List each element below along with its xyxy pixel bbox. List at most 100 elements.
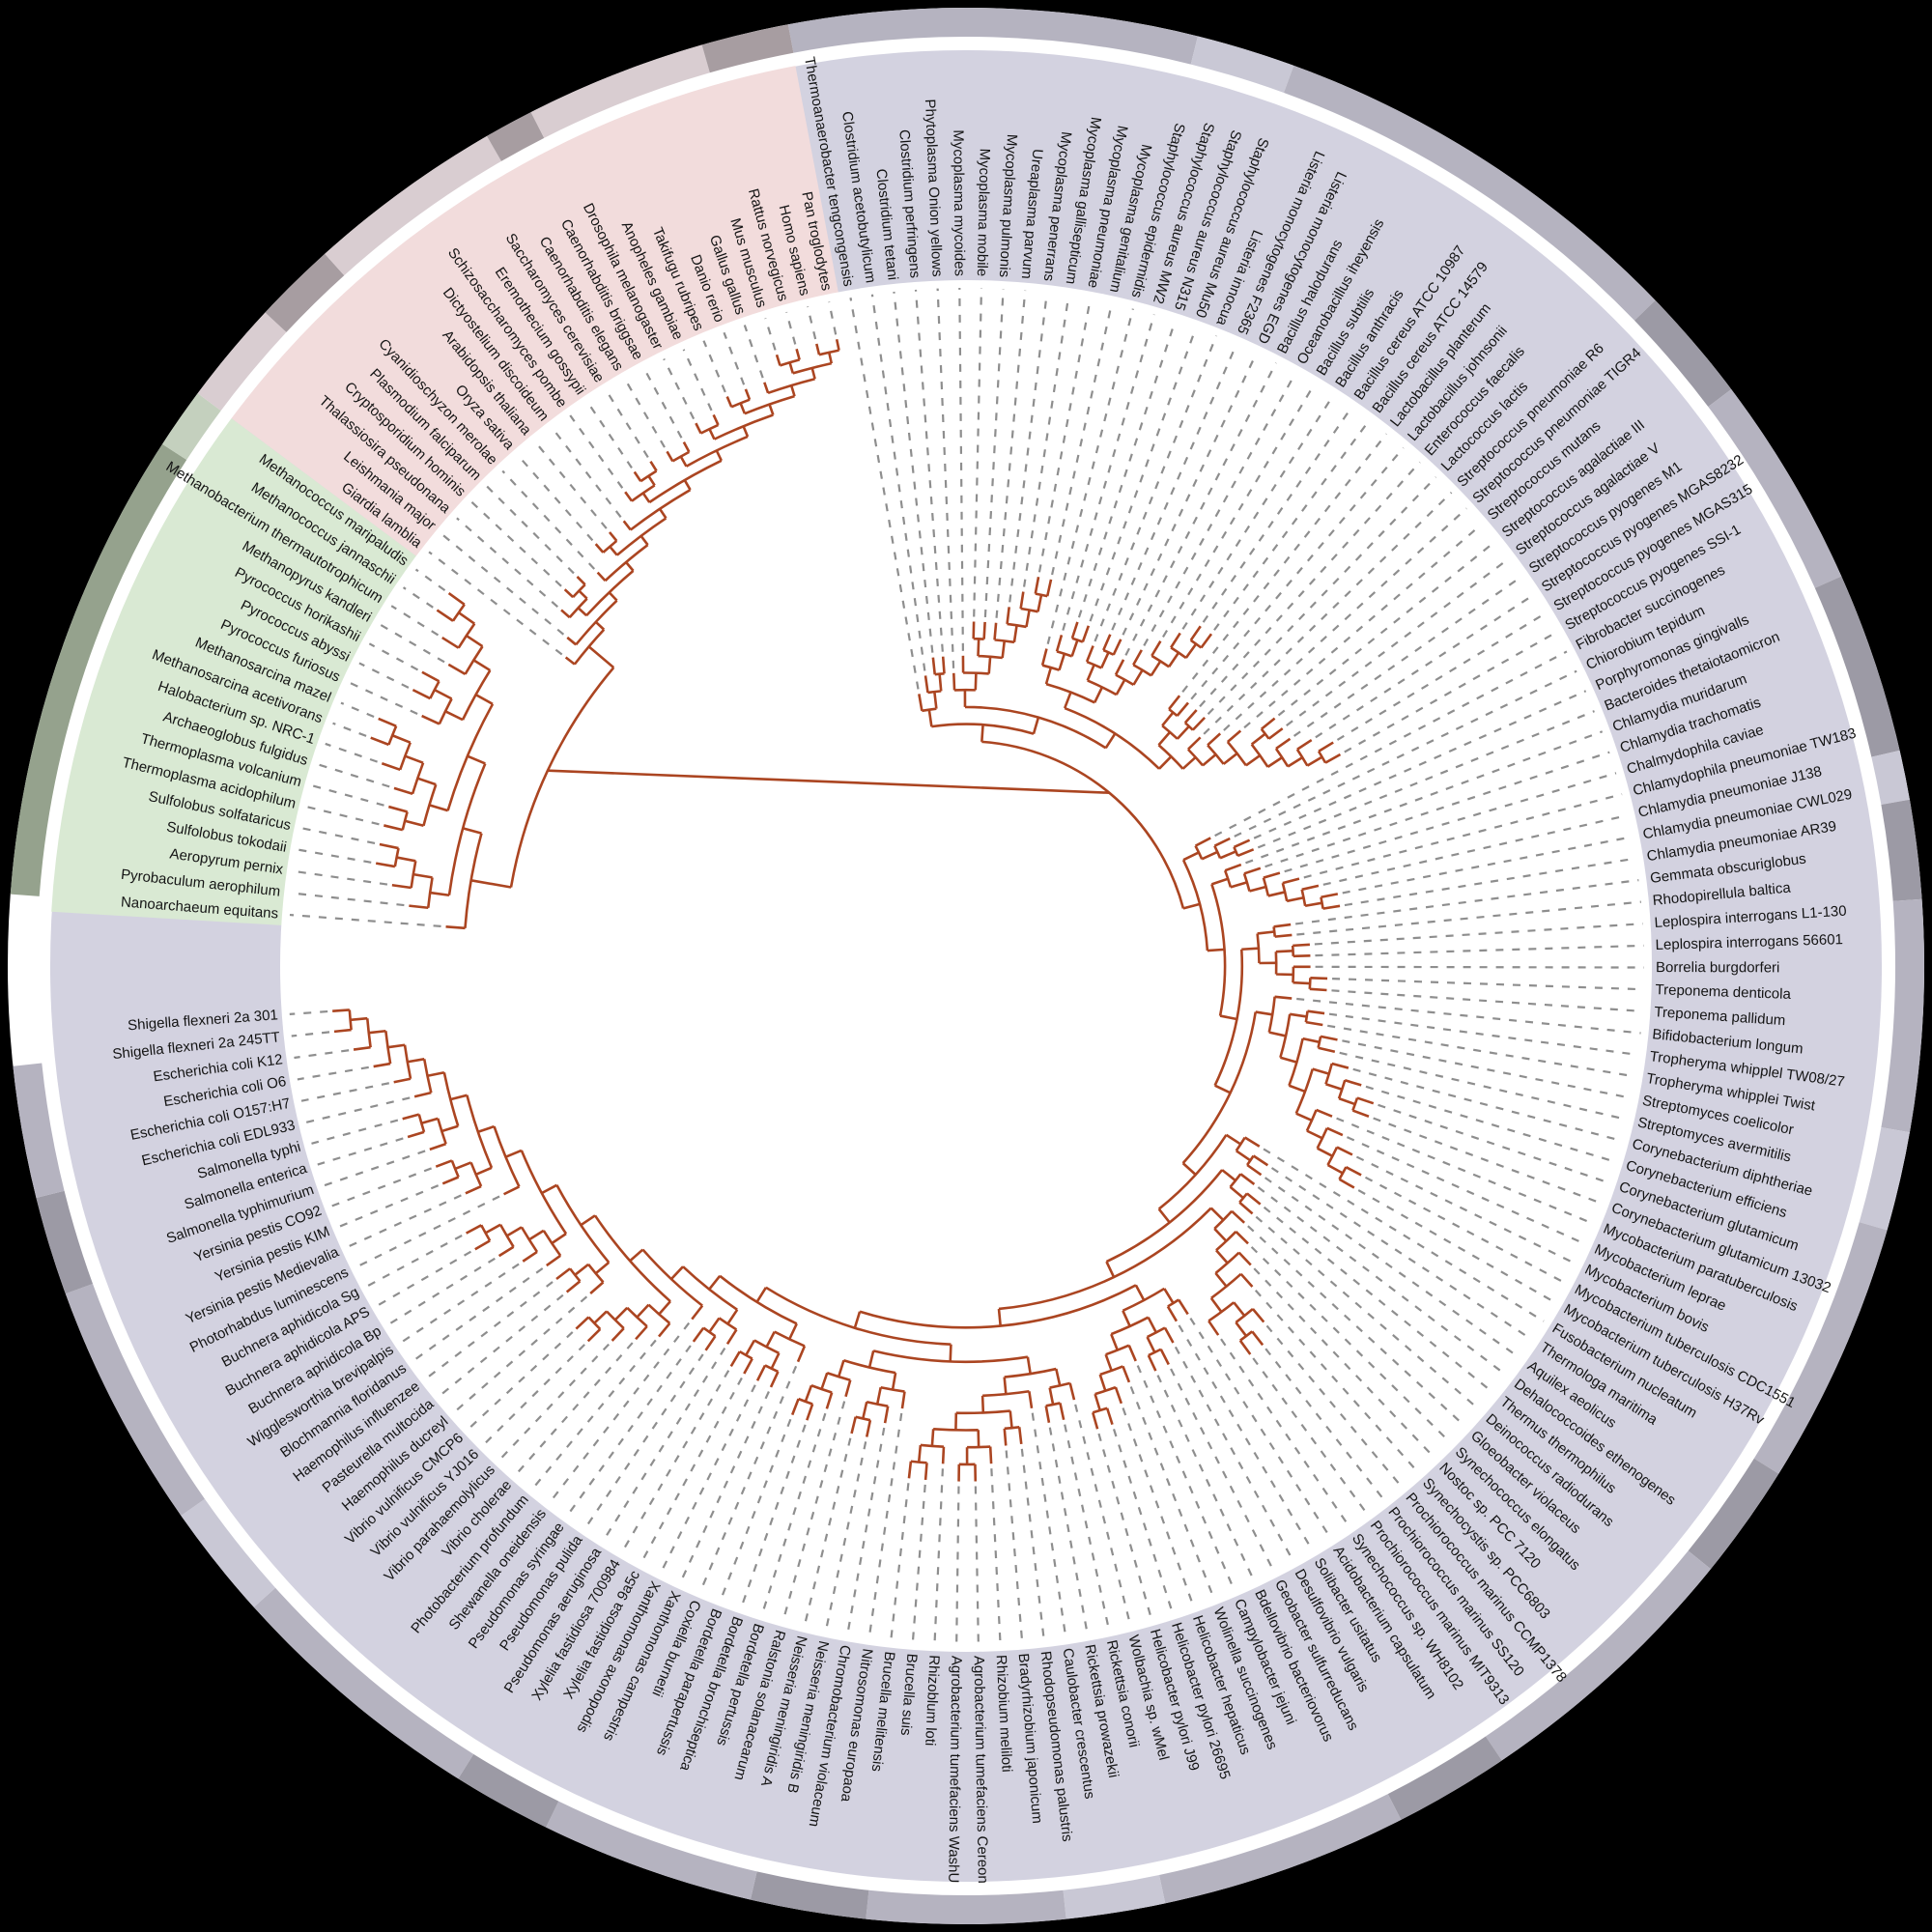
leaf-connector xyxy=(761,1412,827,1614)
outer-ring-segment xyxy=(1159,1794,1402,1904)
tree-branch xyxy=(504,1149,568,1245)
tree-branch xyxy=(564,620,606,666)
leaf-connector xyxy=(1031,1412,1067,1637)
tree-branch xyxy=(381,734,412,772)
tree-branch xyxy=(862,1400,890,1424)
leaf-connector xyxy=(1352,1067,1622,1142)
leaf-connector xyxy=(1245,730,1604,865)
tree-branch xyxy=(1214,1251,1252,1288)
leaf-connector xyxy=(958,288,964,651)
leaf-connector xyxy=(552,427,622,518)
leaf-connector xyxy=(339,1184,440,1228)
species-label: Brucella suis xyxy=(897,1653,921,1736)
leaf-connector xyxy=(1303,793,1623,879)
leaf-connector xyxy=(1347,1136,1585,1245)
leaf-connector xyxy=(1214,650,1568,838)
leaf-connector xyxy=(1277,540,1496,717)
leaf-connector xyxy=(501,469,596,570)
leaf-connector xyxy=(846,1427,886,1634)
leaf-connector xyxy=(402,586,434,609)
outer-ring-segment xyxy=(65,1284,205,1516)
outer-ring-segment xyxy=(866,1889,1066,1925)
leaf-connector xyxy=(470,500,562,587)
outer-ring-segment xyxy=(1387,1736,1502,1820)
tree-branch xyxy=(332,1009,353,1034)
tree-branch xyxy=(1316,1126,1344,1157)
leaf-connector xyxy=(499,1343,610,1461)
leaf-connector xyxy=(890,1483,910,1640)
leaf-connector xyxy=(340,701,375,718)
leaf-connector xyxy=(1037,298,1092,573)
tree-branch xyxy=(465,1224,492,1251)
tree-branch xyxy=(765,1330,807,1363)
leaf-connector xyxy=(1253,1267,1435,1459)
leaf-connector xyxy=(1111,343,1238,631)
leaf-connector xyxy=(1322,814,1628,886)
outer-ring-segment xyxy=(1063,1874,1166,1919)
tree-branch xyxy=(1292,965,1311,985)
leaf-connector xyxy=(1143,372,1296,646)
leaf-connector xyxy=(1332,977,1644,991)
leaf-connector xyxy=(1315,944,1644,957)
leaf-connector xyxy=(1263,1148,1545,1322)
outer-ring-segment xyxy=(1634,299,1732,408)
leaf-connector xyxy=(440,1293,564,1396)
outer-ring-segment xyxy=(1859,1127,1910,1231)
leaf-connector xyxy=(456,517,558,608)
tree-branch xyxy=(454,1161,483,1195)
leaf-connector xyxy=(1364,1176,1567,1285)
leaf-connector xyxy=(1365,1085,1616,1163)
outer-ring-segment xyxy=(162,393,221,461)
tree-branch xyxy=(1215,1231,1249,1264)
leaf-connector xyxy=(893,291,934,653)
leaf-connector xyxy=(348,1194,462,1248)
leaf-connector xyxy=(955,1486,960,1644)
leaf-connector xyxy=(1122,353,1258,636)
leaf-connector xyxy=(331,1167,432,1208)
tree-branch xyxy=(1157,731,1197,770)
leaf-connector xyxy=(911,1484,926,1642)
leaf-connector xyxy=(1199,461,1421,708)
tree-branch xyxy=(633,460,658,483)
leaf-connector xyxy=(682,349,713,412)
leaf-connector xyxy=(1077,320,1177,618)
leaf-connector xyxy=(699,1365,798,1591)
leaf-connector xyxy=(990,1468,1002,1644)
leaf-connector xyxy=(643,368,683,439)
tree-branch xyxy=(1351,1096,1375,1118)
outer-ring-segment xyxy=(36,1190,94,1294)
tree-branch xyxy=(930,1428,980,1448)
leaf-connector xyxy=(483,1344,585,1445)
leaf-connector xyxy=(515,1342,634,1475)
tree-branch xyxy=(1260,717,1284,740)
tree-branch xyxy=(775,348,801,367)
inner-disc xyxy=(280,280,1652,1652)
outer-ring-segment xyxy=(1753,1222,1888,1474)
species-label: Rhizobium meliloti xyxy=(993,1655,1015,1773)
tree-branch xyxy=(917,1443,946,1464)
tree-branch xyxy=(1055,635,1079,658)
leaf-connector xyxy=(389,1257,496,1325)
leaf-connector xyxy=(289,1009,328,1015)
leaf-connector xyxy=(1220,1338,1350,1527)
tree-branch xyxy=(577,561,635,617)
outer-ring-segment xyxy=(265,253,345,332)
outer-ring-segment xyxy=(1485,1550,1711,1761)
tree-branch xyxy=(972,621,986,640)
leaf-connector xyxy=(849,298,920,690)
leaf-connector xyxy=(933,1468,944,1644)
tree-branch xyxy=(708,1317,738,1346)
leaf-connector xyxy=(1124,362,1277,656)
outer-ring xyxy=(10,8,1924,1925)
species-label: Rhizoblum loti xyxy=(922,1655,942,1747)
leaf-connector xyxy=(1156,1375,1255,1581)
species-label: Mycoplasma mycoides xyxy=(950,129,967,276)
inner-disc-circle xyxy=(280,280,1652,1652)
leaf-connector xyxy=(306,806,380,826)
leaf-connector xyxy=(983,289,1005,618)
leaf-connector xyxy=(318,763,390,788)
tree-branch xyxy=(1294,1067,1330,1122)
leaf-connector xyxy=(1344,631,1557,753)
tree-root-edge xyxy=(547,769,1110,794)
outer-ring-segment xyxy=(10,443,187,896)
